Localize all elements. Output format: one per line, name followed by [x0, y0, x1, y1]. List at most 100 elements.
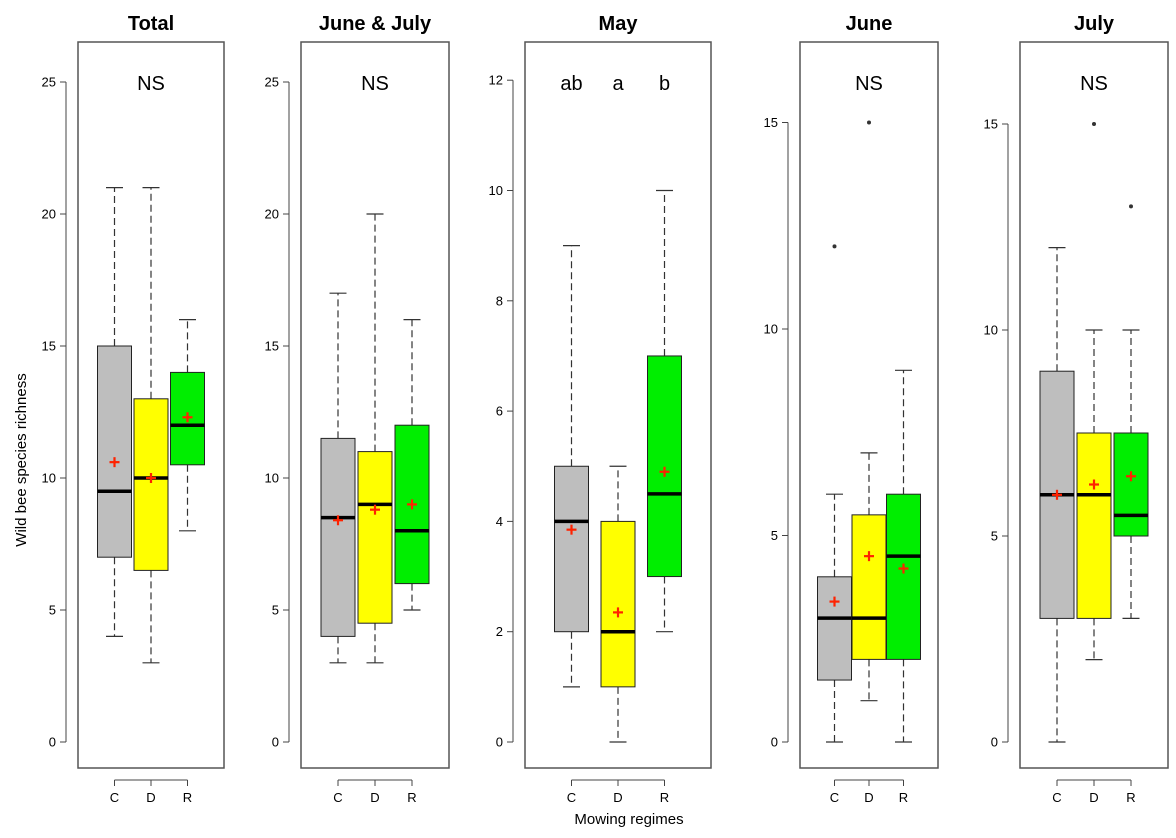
x-tick-label: C [1052, 790, 1061, 805]
y-axis-title: Wild bee species richness [13, 373, 30, 546]
iqr-box [320, 437, 356, 637]
panel-2: June & July 0 5 10 15 20 25 C D R NS [265, 13, 450, 805]
x-tick-label: R [407, 790, 416, 805]
box-C [554, 245, 589, 688]
significance-label: NS [1080, 73, 1108, 95]
y-tick-label: 25 [42, 75, 56, 90]
box-C [97, 187, 132, 638]
box-D [133, 187, 169, 664]
y-tick-label: 10 [489, 183, 503, 198]
panel-frame [799, 41, 939, 769]
x-tick-label: C [333, 790, 342, 805]
iqr-box [554, 465, 589, 633]
x-tick-label: C [110, 790, 119, 805]
significance-letter: ab [560, 73, 582, 95]
y-tick-label: 12 [489, 73, 503, 88]
iqr-box [1076, 432, 1112, 619]
y-tick-label: 0 [991, 735, 998, 750]
panel-title: June & July [319, 13, 432, 35]
iqr-box [817, 576, 852, 681]
y-tick-label: 25 [265, 75, 279, 90]
panel-1: Total 0 5 10 15 20 25 C D R NS [42, 13, 225, 805]
x-tick-label: D [370, 790, 379, 805]
iqr-box [97, 345, 132, 558]
x-tick-label: D [146, 790, 155, 805]
outlier-point [832, 244, 837, 249]
iqr-box [133, 398, 169, 571]
y-tick-label: 15 [764, 115, 778, 130]
significance-letter: b [659, 73, 670, 95]
y-tick-label: 8 [496, 293, 503, 308]
iqr-box [851, 514, 887, 660]
panel-title: July [1074, 13, 1115, 35]
y-tick-label: 0 [49, 735, 56, 750]
y-tick-label: 20 [42, 207, 56, 222]
x-tick-label: R [1126, 790, 1135, 805]
box-R [1113, 204, 1149, 620]
panel-frame [524, 41, 712, 769]
outlier-point [1092, 122, 1096, 126]
x-tick-label: D [613, 790, 622, 805]
box-R [170, 319, 205, 532]
box-C [817, 244, 852, 743]
x-tick-label: D [1089, 790, 1098, 805]
significance-label: NS [855, 73, 883, 95]
y-tick-label: 4 [496, 514, 503, 529]
x-tick-label: C [567, 790, 576, 805]
y-tick-label: 10 [984, 323, 998, 338]
outlier-point [867, 120, 871, 125]
significance-letter: a [612, 73, 624, 95]
iqr-box [394, 424, 430, 585]
x-tick-label: R [660, 790, 669, 805]
panel-title: May [599, 13, 639, 35]
y-tick-label: 15 [265, 339, 279, 354]
significance-label: NS [361, 73, 389, 95]
box-C [320, 292, 356, 664]
iqr-box [886, 493, 921, 660]
panel-title: Total [128, 13, 174, 35]
box-R [647, 189, 682, 633]
y-tick-label: 5 [49, 603, 56, 618]
x-tick-label: R [899, 790, 908, 805]
iqr-box [600, 520, 636, 688]
significance-label: NS [137, 73, 165, 95]
y-tick-label: 10 [265, 471, 279, 486]
panel-4: June 0 5 10 15 C D R NS [764, 13, 939, 805]
x-tick-label: D [864, 790, 873, 805]
y-tick-label: 20 [265, 207, 279, 222]
panel-frame [77, 41, 225, 769]
outlier-point [1129, 204, 1133, 209]
x-tick-label: C [830, 790, 839, 805]
box-D [1076, 122, 1112, 661]
y-tick-label: 0 [272, 735, 279, 750]
panel-frame [300, 41, 450, 769]
x-tick-label: R [183, 790, 192, 805]
box-C [1039, 247, 1075, 743]
y-tick-label: 2 [496, 624, 503, 639]
panel-5: July 0 5 10 15 C D R NS [984, 13, 1169, 805]
y-tick-label: 10 [42, 471, 56, 486]
y-tick-label: 5 [991, 529, 998, 544]
box-D [357, 213, 393, 664]
y-tick-label: 15 [42, 339, 56, 354]
iqr-box [1113, 432, 1149, 537]
box-R [886, 369, 921, 743]
y-tick-label: 0 [496, 735, 503, 750]
box-D [851, 120, 887, 702]
y-tick-label: 15 [984, 117, 998, 132]
iqr-box [647, 355, 682, 578]
box-R [394, 319, 430, 611]
panel-title: June [846, 13, 893, 35]
y-tick-label: 5 [771, 528, 778, 543]
panel-frame [1019, 41, 1169, 769]
y-tick-label: 0 [771, 735, 778, 750]
x-axis-title: Mowing regimes [574, 811, 683, 828]
box-D [600, 465, 636, 743]
y-tick-label: 5 [272, 603, 279, 618]
iqr-box [357, 451, 393, 624]
y-tick-label: 6 [496, 404, 503, 419]
y-tick-label: 10 [764, 322, 778, 337]
